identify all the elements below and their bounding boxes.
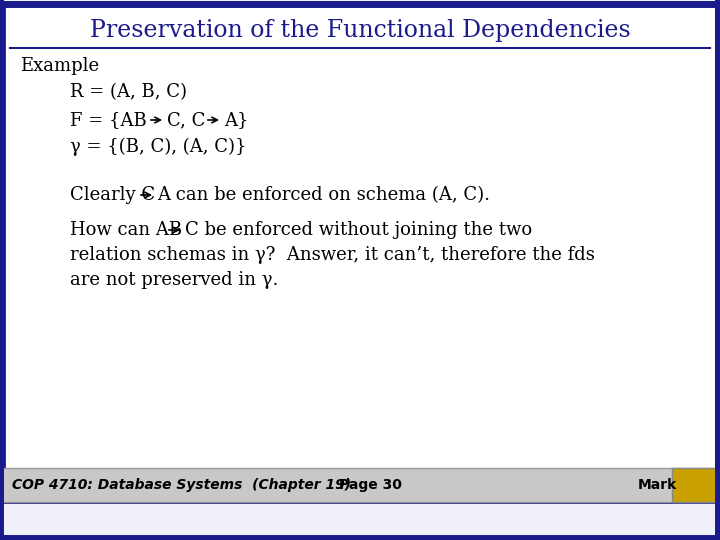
Text: Page 30: Page 30 (338, 478, 402, 492)
Text: Clearly C: Clearly C (70, 186, 155, 204)
Text: Preservation of the Functional Dependencies: Preservation of the Functional Dependenc… (89, 18, 631, 42)
Text: relation schemas in γ?  Answer, it can’t, therefore the fds: relation schemas in γ? Answer, it can’t,… (70, 246, 595, 264)
Text: γ = {(B, C), (A, C)}: γ = {(B, C), (A, C)} (70, 138, 246, 156)
Text: F = {AB: F = {AB (70, 111, 147, 129)
Text: COP 4710: Database Systems  (Chapter 19): COP 4710: Database Systems (Chapter 19) (12, 478, 351, 492)
Text: How can AB: How can AB (70, 221, 182, 239)
Text: Example: Example (20, 57, 99, 75)
Bar (4, 468, 716, 502)
Text: C be enforced without joining the two: C be enforced without joining the two (185, 221, 532, 239)
Text: A can be enforced on schema (A, C).: A can be enforced on schema (A, C). (157, 186, 490, 204)
Text: are not preserved in γ.: are not preserved in γ. (70, 271, 279, 289)
Text: A}: A} (224, 111, 248, 129)
Text: Mark: Mark (638, 478, 678, 492)
Text: C, C: C, C (167, 111, 205, 129)
Text: R = (A, B, C): R = (A, B, C) (70, 83, 187, 101)
Bar (672, 468, 716, 502)
